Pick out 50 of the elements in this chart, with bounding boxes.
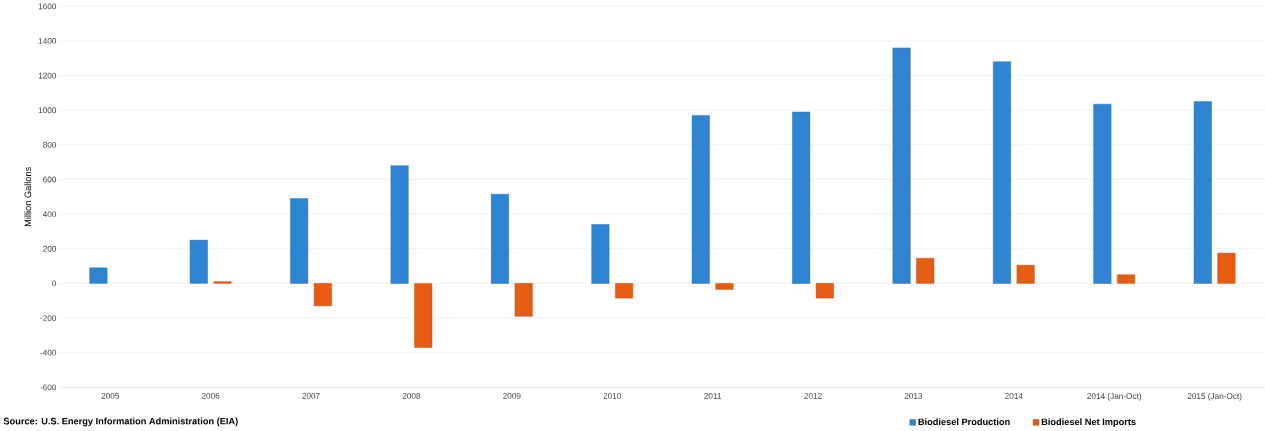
bar	[815, 283, 834, 299]
bar	[1193, 101, 1212, 284]
y-tick-label: 1600	[38, 3, 57, 10]
y-tick-label: 1200	[38, 72, 57, 79]
bar	[615, 283, 634, 299]
bar	[792, 111, 811, 284]
y-tick-label: -200	[40, 315, 57, 322]
bar	[189, 240, 208, 284]
x-tick-label: 2014 (Jan-Oct)	[1087, 393, 1142, 401]
x-tick-label: 2007	[302, 393, 320, 399]
bar	[715, 283, 734, 290]
y-tick-label: 400	[42, 211, 57, 218]
bar	[390, 165, 409, 284]
bar	[313, 283, 332, 307]
source-note: Source: U.S. Energy Information Administration (EIA)	[3, 417, 238, 427]
y-tick-label: -600	[40, 384, 57, 391]
bar	[892, 47, 911, 284]
y-axis-title: Million Gallons	[24, 167, 32, 227]
x-tick-label: 2006	[201, 393, 220, 399]
bar	[1016, 265, 1035, 284]
x-tick-label: 2009	[503, 393, 521, 399]
y-tick-label: 1000	[38, 107, 57, 114]
y-tick-label: -400	[40, 349, 57, 356]
x-tick-label: 2011	[704, 393, 722, 399]
x-tick-label: 2010	[603, 393, 622, 399]
x-tick-label: 2014	[1005, 393, 1023, 399]
legend-label: Biodiesel Production	[918, 418, 1010, 426]
y-tick-label: 600	[43, 176, 57, 183]
bar	[1217, 253, 1236, 284]
bar	[514, 283, 533, 317]
y-tick-label: 200	[43, 246, 57, 252]
x-tick-label: 2008	[402, 393, 421, 399]
bar	[414, 283, 433, 348]
y-tick-label: 0	[52, 280, 57, 287]
y-tick-label: 800	[43, 142, 57, 148]
x-tick-label: 2015 (Jan-Oct)	[1187, 393, 1242, 401]
bar	[916, 258, 935, 284]
bar	[691, 115, 710, 284]
bar	[491, 194, 509, 284]
bar	[1093, 104, 1112, 284]
legend-label: Biodiesel Net Imports	[1041, 418, 1136, 428]
x-tick-label: 2005	[101, 393, 120, 399]
bar	[591, 224, 610, 284]
x-tick-label: 2012	[804, 393, 822, 399]
bar	[89, 267, 108, 284]
x-tick-label: 2013	[904, 393, 923, 399]
y-tick-label: 1400	[38, 38, 57, 45]
bar	[993, 61, 1011, 284]
bar	[290, 198, 309, 284]
bar	[1117, 274, 1136, 284]
